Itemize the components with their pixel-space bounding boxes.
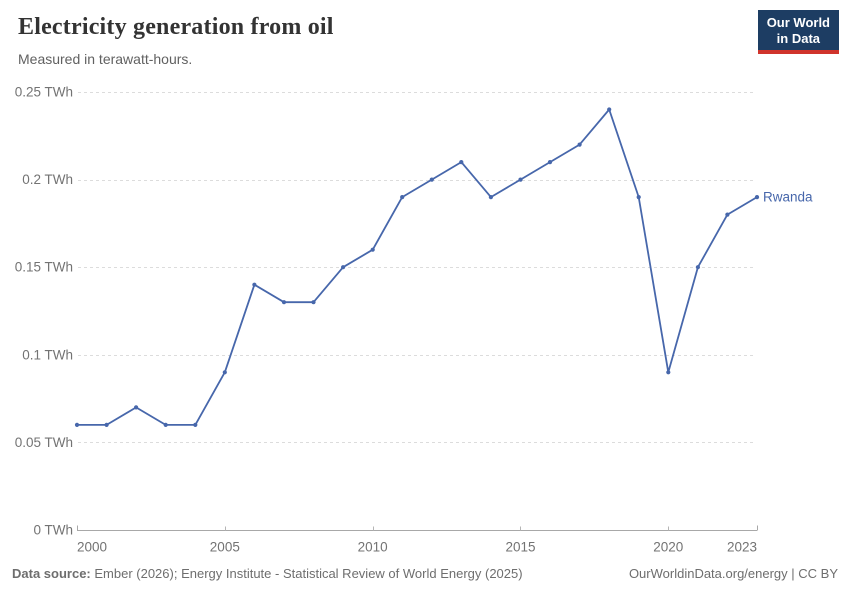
data-point[interactable]	[281, 300, 287, 305]
y-axis-tick-label: 0.15 TWh	[15, 260, 73, 275]
data-source-note: Data source: Ember (2026); Energy Instit…	[12, 566, 523, 581]
data-point[interactable]	[311, 300, 316, 305]
x-axis-tick-label: 2000	[77, 540, 107, 555]
data-point[interactable]	[341, 265, 346, 270]
data-point[interactable]	[577, 142, 582, 147]
owid-logo-line2: in Data	[776, 30, 821, 46]
data-point[interactable]	[666, 370, 671, 375]
data-point[interactable]	[518, 177, 523, 182]
chart-title: Electricity generation from oil	[18, 14, 334, 40]
y-axis-tick-label: 0.1 TWh	[22, 347, 73, 362]
y-axis-tick-label: 0.2 TWh	[22, 172, 73, 187]
data-point[interactable]	[547, 160, 553, 165]
data-point[interactable]	[163, 422, 168, 427]
x-axis-tick-label: 2010	[358, 540, 388, 555]
data-point[interactable]	[754, 195, 760, 200]
x-axis-tick-label: 2005	[210, 540, 240, 555]
x-axis-tick-label: 2020	[653, 540, 683, 555]
data-point[interactable]	[222, 370, 227, 375]
license-link[interactable]: OurWorldinData.org/energy | CC BY	[628, 566, 838, 581]
chart-subtitle: Measured in terawatt-hours.	[18, 51, 193, 67]
owid-logo-line1: Our World	[766, 15, 830, 30]
data-point[interactable]	[400, 195, 405, 200]
data-point[interactable]	[695, 265, 701, 270]
y-axis-tick-label: 0 TWh	[33, 523, 73, 538]
series-label-rwanda[interactable]: Rwanda	[763, 190, 813, 205]
data-point[interactable]	[488, 195, 493, 200]
rwanda-series-line[interactable]	[76, 108, 758, 426]
data-point[interactable]	[429, 177, 434, 182]
owid-logo[interactable]: Our World in Data	[757, 10, 839, 55]
data-source-text: Ember (2026); Energy Institute - Statist…	[90, 566, 523, 581]
y-axis-tick-label: 0.25 TWh	[15, 85, 73, 100]
data-point[interactable]	[134, 405, 139, 410]
data-point[interactable]	[459, 160, 464, 165]
data-point[interactable]	[252, 282, 257, 287]
y-axis-tick-label: 0.05 TWh	[15, 435, 73, 450]
x-axis-tick-label: 2015	[505, 540, 535, 555]
data-point[interactable]	[607, 107, 612, 112]
data-point[interactable]	[104, 422, 109, 427]
data-point[interactable]	[370, 247, 375, 252]
data-point[interactable]	[193, 422, 198, 427]
data-source-label: Data source:	[12, 566, 91, 581]
x-axis-tick-label: 2023	[727, 540, 757, 555]
data-point[interactable]	[74, 422, 80, 427]
data-point[interactable]	[725, 212, 730, 217]
data-point[interactable]	[636, 195, 641, 200]
chart-footer: Data source: Ember (2026); Energy Instit…	[12, 566, 838, 581]
